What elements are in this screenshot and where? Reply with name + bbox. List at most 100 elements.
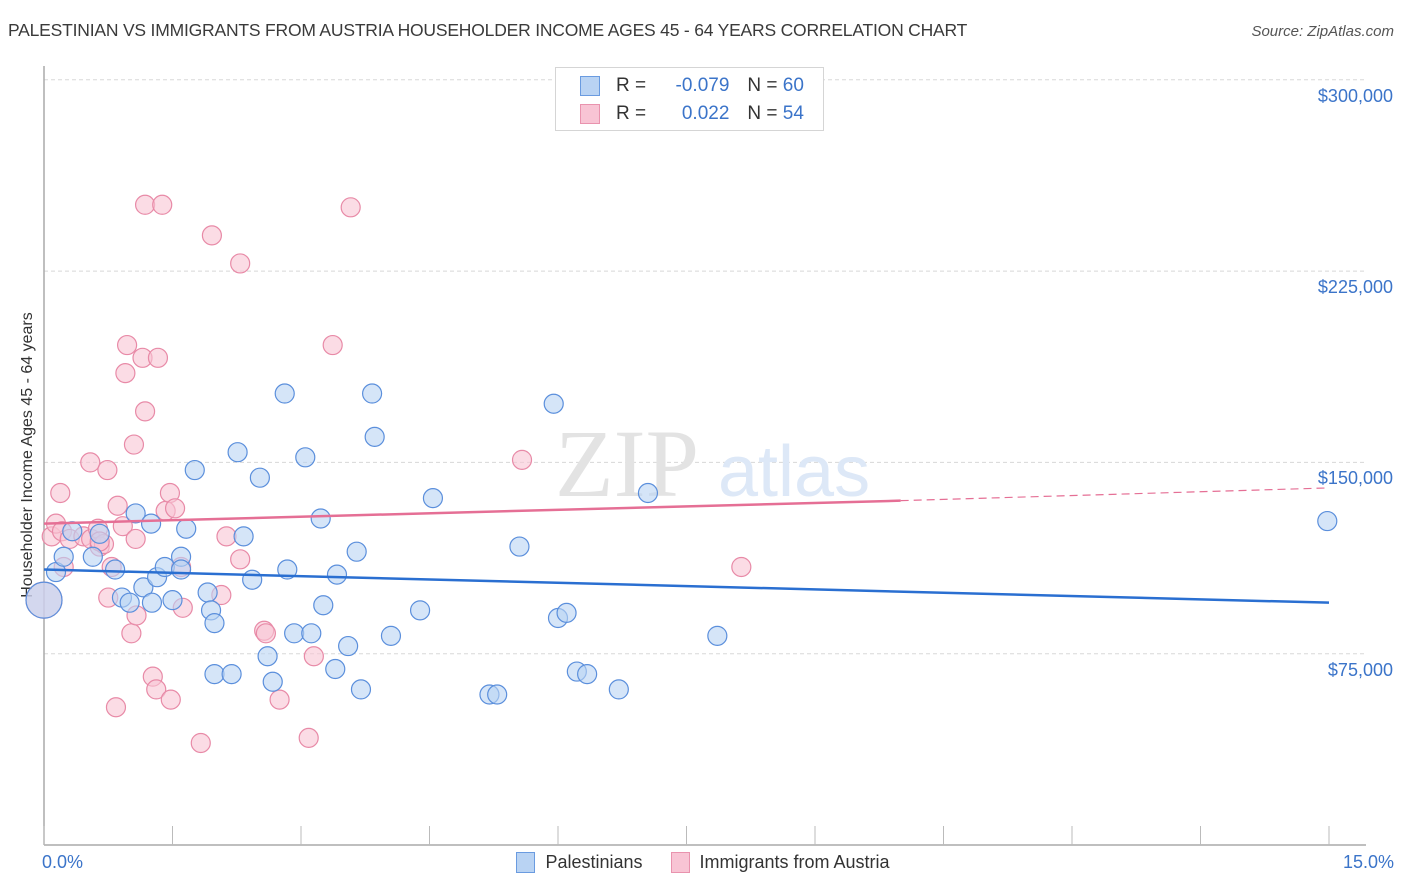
- data-point: [125, 503, 146, 524]
- data-point: [80, 452, 101, 473]
- r-value: -0.079: [675, 75, 730, 96]
- data-point: [262, 671, 283, 692]
- data-point: [313, 595, 334, 616]
- data-point: [338, 635, 359, 657]
- series-palestinians: [25, 383, 1338, 705]
- n-value: 54: [782, 103, 804, 124]
- data-point: [197, 582, 218, 603]
- data-point: [141, 592, 163, 613]
- data-point: [269, 689, 290, 710]
- data-point: [556, 602, 577, 623]
- data-point: [201, 225, 223, 246]
- legend-row-palestinians: R = -0.079 N = 60: [580, 73, 804, 99]
- data-point: [176, 518, 197, 539]
- data-point: [637, 482, 659, 504]
- data-point: [204, 612, 225, 634]
- data-point: [152, 194, 173, 215]
- data-point: [233, 526, 254, 547]
- data-point: [227, 442, 248, 463]
- data-point: [50, 482, 71, 504]
- data-point: [107, 495, 128, 516]
- data-point: [707, 625, 728, 646]
- correlation-legend: R = -0.079 N = 60 R = 0.022 N = 54: [555, 67, 824, 131]
- data-point: [123, 434, 145, 455]
- data-point: [121, 623, 142, 644]
- data-point: [1317, 510, 1338, 532]
- blue-swatch-icon: [580, 76, 600, 96]
- x-tick-max: 15.0%: [1342, 852, 1394, 872]
- pink-swatch-icon: [670, 852, 690, 873]
- svg-text:atlas: atlas: [718, 432, 870, 512]
- data-point: [543, 393, 564, 414]
- y-tick-label: $150,000: [1317, 468, 1393, 489]
- chart-title: PALESTINIAN VS IMMIGRANTS FROM AUSTRIA H…: [8, 20, 968, 40]
- legend-item-immigrants-from-austria[interactable]: Immigrants from Austria: [670, 852, 890, 873]
- data-point: [249, 467, 270, 488]
- r-value: 0.022: [681, 103, 730, 124]
- data-point: [164, 498, 186, 519]
- data-point: [277, 559, 298, 580]
- data-point: [170, 559, 192, 580]
- data-point: [89, 523, 110, 544]
- data-point: [230, 549, 251, 570]
- data-point: [509, 536, 530, 557]
- y-tick-label: $75,000: [1327, 659, 1393, 680]
- data-point: [160, 689, 181, 710]
- source-label: Source: ZipAtlas.com: [1251, 23, 1394, 40]
- pink-swatch-icon: [580, 104, 600, 124]
- data-point: [274, 383, 295, 404]
- svg-text:ZIP: ZIP: [555, 410, 699, 517]
- data-point: [298, 727, 319, 748]
- data-point: [221, 664, 242, 685]
- data-point: [204, 664, 225, 685]
- y-tick-label: $300,000: [1317, 85, 1393, 106]
- data-point: [162, 590, 183, 611]
- data-point: [255, 623, 276, 644]
- trend-lines: [43, 487, 1330, 604]
- data-point: [487, 684, 508, 705]
- data-point: [62, 521, 83, 542]
- data-point: [511, 449, 533, 470]
- data-point: [105, 559, 126, 580]
- data-point: [257, 646, 278, 667]
- data-point: [25, 581, 63, 619]
- data-point: [190, 732, 211, 754]
- data-point: [409, 600, 431, 621]
- data-point: [731, 556, 752, 578]
- data-point: [134, 194, 156, 215]
- data-point: [184, 459, 205, 481]
- data-point: [340, 197, 361, 218]
- data-point: [242, 569, 263, 590]
- data-point: [140, 513, 162, 534]
- data-point: [53, 546, 74, 567]
- series-legend: Palestinians Immigrants from Austria: [0, 852, 1406, 873]
- data-point: [325, 658, 346, 680]
- data-point: [230, 253, 251, 274]
- data-point: [105, 697, 127, 718]
- trend-line: [43, 568, 1330, 604]
- n-value: 60: [782, 75, 804, 96]
- data-point: [116, 334, 138, 356]
- data-point: [346, 541, 367, 562]
- y-tick-label: $225,000: [1317, 277, 1393, 298]
- blue-swatch-icon: [516, 852, 536, 873]
- data-point: [115, 363, 136, 384]
- x-tick-min: 0.0%: [42, 852, 84, 872]
- data-point: [216, 526, 237, 547]
- data-point: [362, 383, 383, 404]
- data-point: [364, 426, 385, 447]
- legend-row-immigrants-from-austria: R = 0.022 N = 54: [580, 101, 804, 127]
- data-point: [350, 679, 372, 700]
- zipatlas-watermark: ZIP atlas: [555, 410, 870, 517]
- legend-item-palestinians[interactable]: Palestinians: [516, 852, 643, 873]
- data-point: [310, 508, 331, 529]
- trend-extension: [900, 487, 1330, 502]
- data-point: [301, 623, 322, 644]
- data-point: [326, 564, 348, 585]
- data-point: [303, 646, 324, 667]
- data-point: [125, 528, 146, 550]
- data-point: [380, 625, 402, 646]
- data-point: [295, 447, 316, 468]
- data-point: [119, 592, 140, 613]
